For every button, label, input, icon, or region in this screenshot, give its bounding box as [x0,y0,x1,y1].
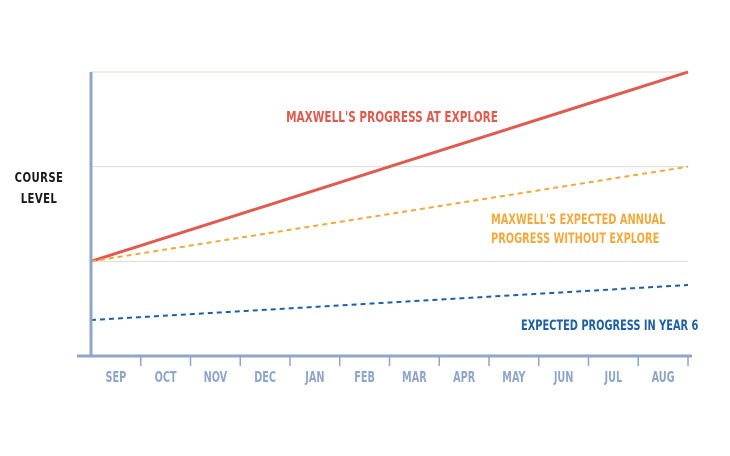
series-line-3 [90,284,689,322]
x-tick-label-aug: AUG [652,369,675,386]
x-tick-label-feb: FEB [354,369,375,386]
x-tick-label-may: MAY [502,369,526,386]
series-label-2-line-2: PROGRESS WITHOUT EXPLORE [491,230,659,247]
x-tick-label-sep: SEP [106,369,127,386]
x-tick-label-mar: MAR [402,369,427,386]
y-axis-title-line-2: LEVEL [20,192,58,207]
x-tick-label-jul: JUL [604,369,623,386]
series-label-3: EXPECTED PROGRESS IN YEAR 6 [521,317,698,334]
series-line-1 [90,70,689,263]
series-label-1: MAXWELL'S PROGRESS AT EXPLORE [286,110,498,127]
x-tick-label-apr: APR [453,369,475,386]
series-line-2 [90,165,689,263]
x-tick-label-oct: OCT [155,369,177,386]
y-axis-title-line-1: COURSE [14,171,64,186]
x-tick-label-jan: JAN [304,369,324,386]
x-tick-label-dec: DEC [254,369,276,386]
x-tick-label-jun: JUN [553,369,573,386]
x-tick-label-nov: NOV [204,369,228,386]
series-label-2-line-1: MAXWELL'S EXPECTED ANNUAL [491,211,665,228]
